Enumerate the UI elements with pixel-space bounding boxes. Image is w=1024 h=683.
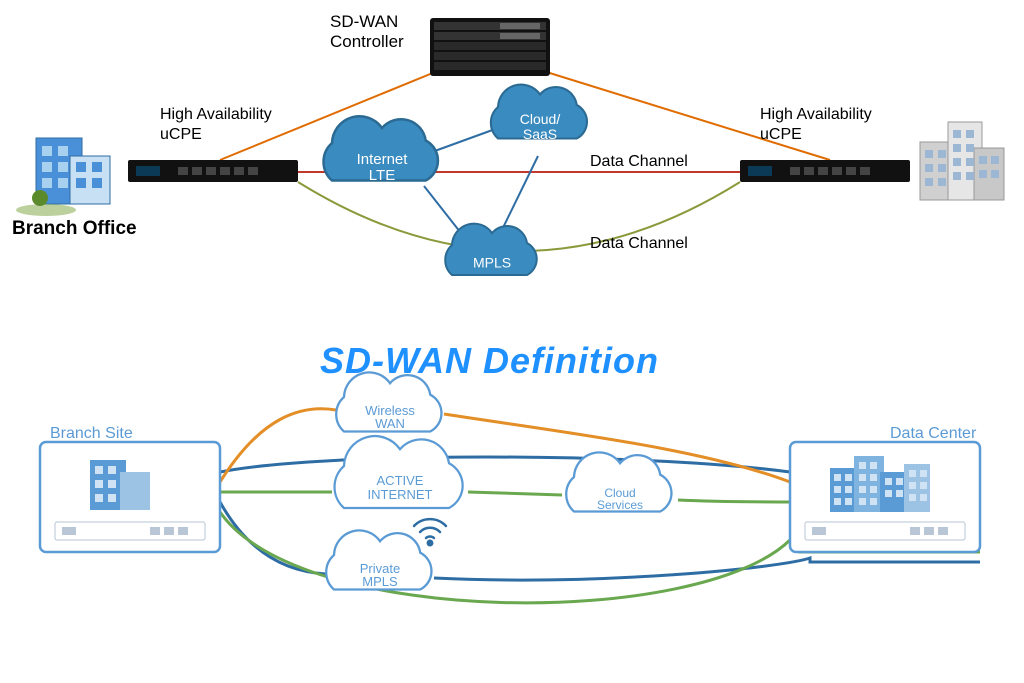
private-mpls-label-2: MPLS xyxy=(362,574,398,589)
controller-label-1: SD-WAN xyxy=(330,12,398,32)
wireless-wan-label-2: WAN xyxy=(375,416,405,431)
branch-site-label: Branch Site xyxy=(50,425,133,442)
right-ucpe-label-2: uCPE xyxy=(760,125,802,144)
controller-device xyxy=(430,18,550,76)
main-title: SD-WAN Definition xyxy=(320,340,659,382)
left-ucpe-device xyxy=(128,160,298,182)
right-ucpe-label-1: High Availability xyxy=(760,105,872,124)
internet-lte-label-1: Internet xyxy=(357,151,409,168)
left-ucpe-label-2: uCPE xyxy=(160,125,202,144)
datacenter-building-icon xyxy=(920,122,1004,200)
cloud-link-a xyxy=(432,128,498,152)
bottom-path-green-low xyxy=(220,512,790,603)
bottom-path-orange-left xyxy=(220,409,336,482)
data-center-label: Data Center xyxy=(890,425,977,442)
internet-lte-label-2: LTE xyxy=(369,167,395,184)
bottom-path-blue-top xyxy=(220,457,790,472)
active-internet-label-1: ACTIVE xyxy=(377,473,424,488)
bottom-path-blue-low-a xyxy=(220,502,326,574)
bottom-path-green-mid-b xyxy=(468,492,562,495)
cloud-saas-label-1: Cloud/ xyxy=(520,111,561,127)
data-center-box: Data Center xyxy=(790,425,980,552)
branch-office-building-icon xyxy=(16,138,110,216)
cloud-services-label-2: Services xyxy=(597,498,643,512)
data-channel-1-label: Data Channel xyxy=(590,152,688,171)
wifi-icon xyxy=(414,519,446,545)
branch-site-box: Branch Site xyxy=(40,425,220,552)
data-channel-2-label: Data Channel xyxy=(590,234,688,253)
mpls-label: MPLS xyxy=(473,255,511,271)
bottom-path-blue-low-b xyxy=(434,558,980,580)
svg-text:Cloud/SaaS: Cloud/SaaS xyxy=(520,111,561,142)
branch-office-label: Branch Office xyxy=(12,218,137,241)
left-ucpe-label-1: High Availability xyxy=(160,105,272,124)
cloud-saas-label-2: SaaS xyxy=(523,126,557,142)
active-internet-label-2: INTERNET xyxy=(368,487,433,502)
svg-text:PrivateMPLS: PrivateMPLS xyxy=(360,561,400,589)
svg-text:ACTIVEINTERNET: ACTIVEINTERNET xyxy=(368,473,433,502)
right-ucpe-device xyxy=(740,160,910,182)
controller-label-2: Controller xyxy=(330,32,404,52)
